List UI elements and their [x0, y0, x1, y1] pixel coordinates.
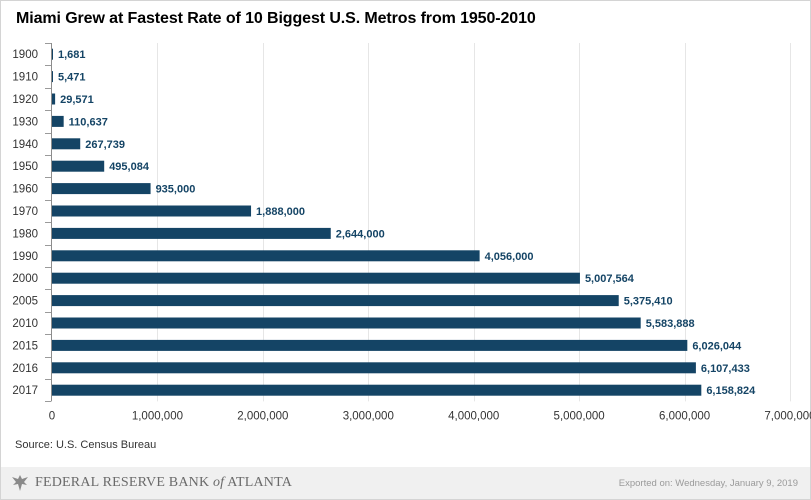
data-label: 110,637 — [69, 116, 108, 128]
bar[interactable] — [52, 250, 480, 262]
bar[interactable] — [52, 227, 331, 239]
data-label: 29,571 — [60, 94, 94, 106]
exported-date: Exported on: Wednesday, January 9, 2019 — [618, 478, 798, 489]
bar[interactable] — [52, 48, 53, 60]
x-tick-label: 7,000,000 — [764, 410, 811, 422]
x-tick-label: 1,000,000 — [132, 410, 183, 422]
data-label: 5,007,564 — [585, 273, 635, 285]
y-tick-label: 2017 — [12, 385, 38, 397]
data-label: 1,681 — [58, 49, 86, 61]
bar[interactable] — [52, 71, 53, 83]
data-label: 267,739 — [85, 139, 125, 151]
data-label: 6,158,824 — [706, 385, 756, 397]
y-tick-label: 2005 — [12, 296, 38, 308]
data-label: 5,471 — [58, 72, 86, 84]
x-tick-label: 0 — [49, 410, 55, 422]
bars: 1,681 5,471 29,571 110,637 267,739 495,084 935… — [52, 48, 756, 397]
y-tick-label: 2000 — [12, 273, 38, 285]
data-label: 1,888,000 — [256, 206, 305, 218]
x-tick-label: 4,000,000 — [448, 410, 499, 422]
data-label: 5,583,888 — [646, 318, 695, 330]
bar[interactable] — [52, 115, 64, 127]
footer-bar: FEDERAL RESERVE BANK of ATLANTA Exported… — [1, 467, 810, 499]
data-label: 5,375,410 — [624, 296, 673, 308]
bar[interactable] — [52, 205, 252, 217]
y-tick-label: 2010 — [12, 318, 38, 330]
source-note: Source: U.S. Census Bureau — [15, 439, 157, 451]
axes: 0 1,000,000 2,000,000 3,000,000 4,000,000 5,0… — [12, 43, 811, 422]
y-tick-label: 2016 — [12, 363, 38, 375]
bar[interactable] — [52, 362, 696, 374]
bar[interactable] — [52, 295, 619, 307]
y-tick-label: 1900 — [12, 49, 38, 61]
y-tick-label: 1920 — [12, 94, 38, 106]
bar[interactable] — [52, 160, 105, 172]
data-label: 935,000 — [156, 184, 196, 196]
y-tick-label: 1950 — [12, 161, 38, 173]
x-tick-label: 5,000,000 — [554, 410, 605, 422]
bar[interactable] — [52, 93, 56, 105]
data-label: 2,644,000 — [336, 228, 385, 240]
bar[interactable] — [52, 339, 688, 351]
bar[interactable] — [52, 384, 702, 396]
data-label: 6,107,433 — [701, 363, 750, 375]
y-tick-label: 1970 — [12, 206, 38, 218]
fed-atlanta-logo: FEDERAL RESERVE BANK of ATLANTA — [10, 473, 292, 493]
x-tick-label: 6,000,000 — [659, 410, 710, 422]
y-tick-label: 1930 — [12, 116, 38, 128]
chart-title: Miami Grew at Fastest Rate of 10 Biggest… — [16, 10, 536, 27]
y-tick-label: 1940 — [12, 139, 38, 151]
y-tick-label: 2015 — [12, 340, 38, 352]
y-tick-label: 1910 — [12, 72, 38, 84]
bar[interactable] — [52, 138, 81, 150]
data-label: 4,056,000 — [485, 251, 534, 263]
x-tick-label: 2,000,000 — [237, 410, 288, 422]
data-label: 495,084 — [109, 161, 150, 173]
bar[interactable] — [52, 317, 641, 329]
bar[interactable] — [52, 183, 151, 195]
y-tick-label: 1980 — [12, 228, 38, 240]
logo-text: FEDERAL RESERVE BANK of ATLANTA — [35, 475, 293, 490]
data-label: 6,026,044 — [692, 340, 742, 352]
y-tick-label: 1960 — [12, 184, 38, 196]
eagle-icon — [12, 475, 28, 491]
bar[interactable] — [52, 272, 580, 284]
y-tick-label: 1990 — [12, 251, 38, 263]
x-tick-label: 3,000,000 — [343, 410, 394, 422]
